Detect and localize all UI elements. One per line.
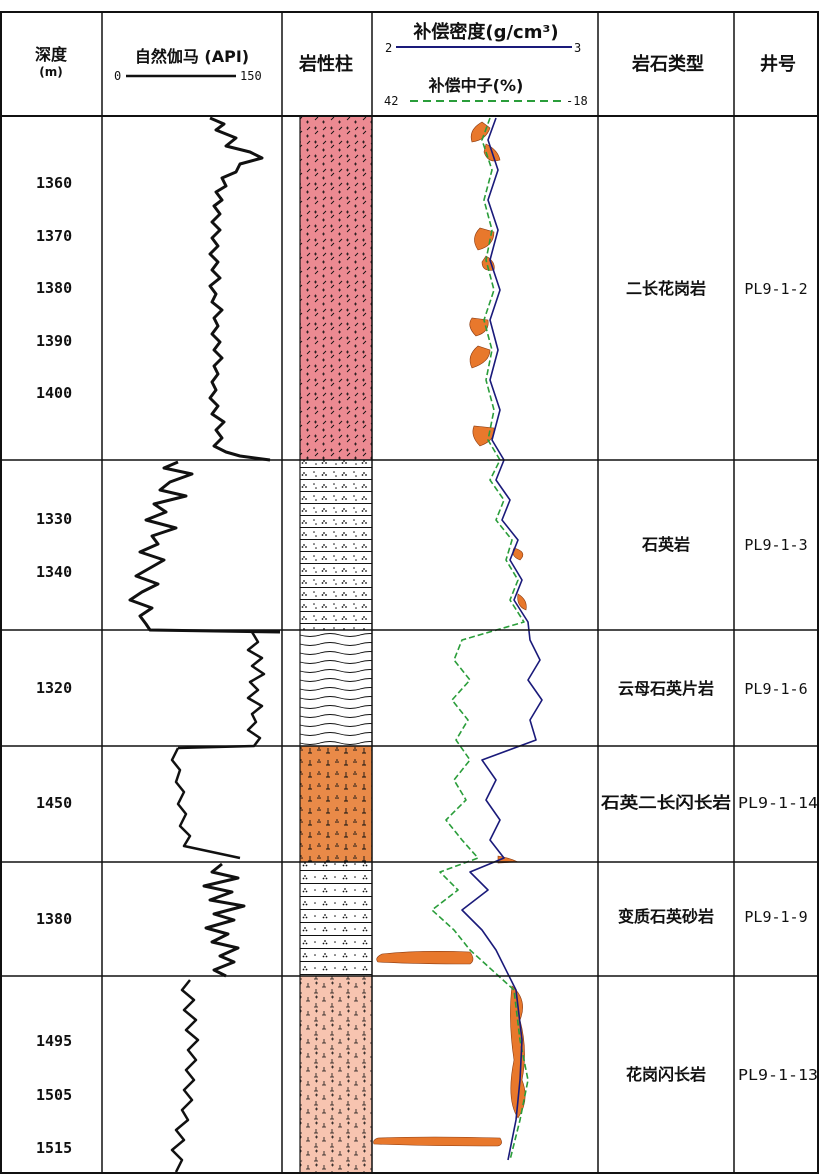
well-number-header: 井号 bbox=[760, 53, 796, 75]
lithology-block bbox=[300, 746, 372, 862]
rock-type-label: 云母石英片岩 bbox=[618, 679, 714, 698]
rock-type-label: 石英二长闪长岩 bbox=[600, 793, 731, 812]
lithology-block bbox=[300, 116, 372, 460]
gamma-ray-curve-sandstone bbox=[202, 862, 246, 978]
rock-type-header: 岩石类型 bbox=[631, 53, 704, 75]
well-number: PL9-1-2 bbox=[744, 280, 807, 298]
well-number: PL9-1-9 bbox=[744, 908, 807, 926]
neutron-curve bbox=[431, 117, 529, 1161]
lithology-block bbox=[300, 460, 372, 630]
well-number: PL9-1-3 bbox=[744, 536, 807, 554]
table-header: 深度 (m) 自然伽马 (API) 0 150 岩性柱 补偿密度(g/cm³) … bbox=[35, 21, 796, 108]
density-header: 补偿密度(g/cm³) bbox=[412, 21, 558, 43]
depth-label: 1380 bbox=[36, 279, 72, 297]
depth-label: 1330 bbox=[36, 510, 72, 528]
table-grid bbox=[0, 11, 819, 1174]
well-number-column: PL9-1-2 PL9-1-3 PL9-1-6 PL9-1-14 PL9-1-9… bbox=[738, 280, 818, 1084]
density-curve bbox=[461, 117, 543, 1161]
neutron-header: 补偿中子(%) bbox=[428, 76, 524, 95]
depth-labels: 1360 1370 1380 1390 1400 1330 1340 1320 … bbox=[36, 174, 72, 1157]
depth-label: 1380 bbox=[36, 910, 72, 928]
neutron-min: 42 bbox=[384, 94, 398, 108]
lithology-block bbox=[300, 976, 372, 1174]
depth-label: 1320 bbox=[36, 679, 72, 697]
depth-label: 1515 bbox=[36, 1139, 72, 1157]
lithology-block bbox=[300, 862, 372, 976]
well-number: PL9-1-13 bbox=[738, 1066, 818, 1084]
density-max: 3 bbox=[574, 41, 581, 55]
gamma-ray-curve-schist bbox=[177, 631, 266, 750]
rock-type-column: 二长花岗岩 石英岩 云母石英片岩 石英二长闪长岩 变质石英砂岩 花岗闪长岩 bbox=[600, 279, 731, 1084]
lithology-column-header: 岩性柱 bbox=[298, 53, 353, 75]
density-min: 2 bbox=[385, 41, 392, 55]
log-curves bbox=[128, 116, 543, 1173]
depth-label: 1495 bbox=[36, 1032, 72, 1050]
rock-type-label: 花岗闪长岩 bbox=[626, 1065, 706, 1084]
gamma-ray-curve-diorite bbox=[170, 747, 241, 860]
depth-label: 1450 bbox=[36, 794, 72, 812]
neutron-max: -18 bbox=[566, 94, 588, 108]
rock-type-label: 变质石英砂岩 bbox=[618, 907, 714, 926]
crossover-fills bbox=[373, 121, 527, 1147]
depth-label: 1400 bbox=[36, 384, 72, 402]
depth-label: 1340 bbox=[36, 563, 72, 581]
gamma-ray-curve-granodiorite bbox=[170, 979, 200, 1173]
well-number: PL9-1-14 bbox=[738, 794, 818, 812]
gamma-ray-max: 150 bbox=[240, 69, 262, 83]
rock-type-label: 石英岩 bbox=[641, 535, 690, 554]
lithology-block bbox=[300, 630, 372, 746]
gamma-ray-curve-granite bbox=[208, 116, 271, 462]
depth-label: 1370 bbox=[36, 227, 72, 245]
depth-label: 1360 bbox=[36, 174, 72, 192]
depth-label: 1390 bbox=[36, 332, 72, 350]
gamma-ray-min: 0 bbox=[114, 69, 121, 83]
gamma-ray-header: 自然伽马 (API) bbox=[135, 47, 249, 66]
well-number: PL9-1-6 bbox=[744, 680, 807, 698]
gamma-ray-curve-quartzite bbox=[128, 460, 281, 634]
depth-header: 深度 bbox=[35, 45, 68, 64]
depth-label: 1505 bbox=[36, 1086, 72, 1104]
depth-unit: (m) bbox=[39, 65, 62, 79]
rock-type-label: 二长花岗岩 bbox=[626, 279, 706, 298]
lithology-column bbox=[300, 116, 372, 1174]
